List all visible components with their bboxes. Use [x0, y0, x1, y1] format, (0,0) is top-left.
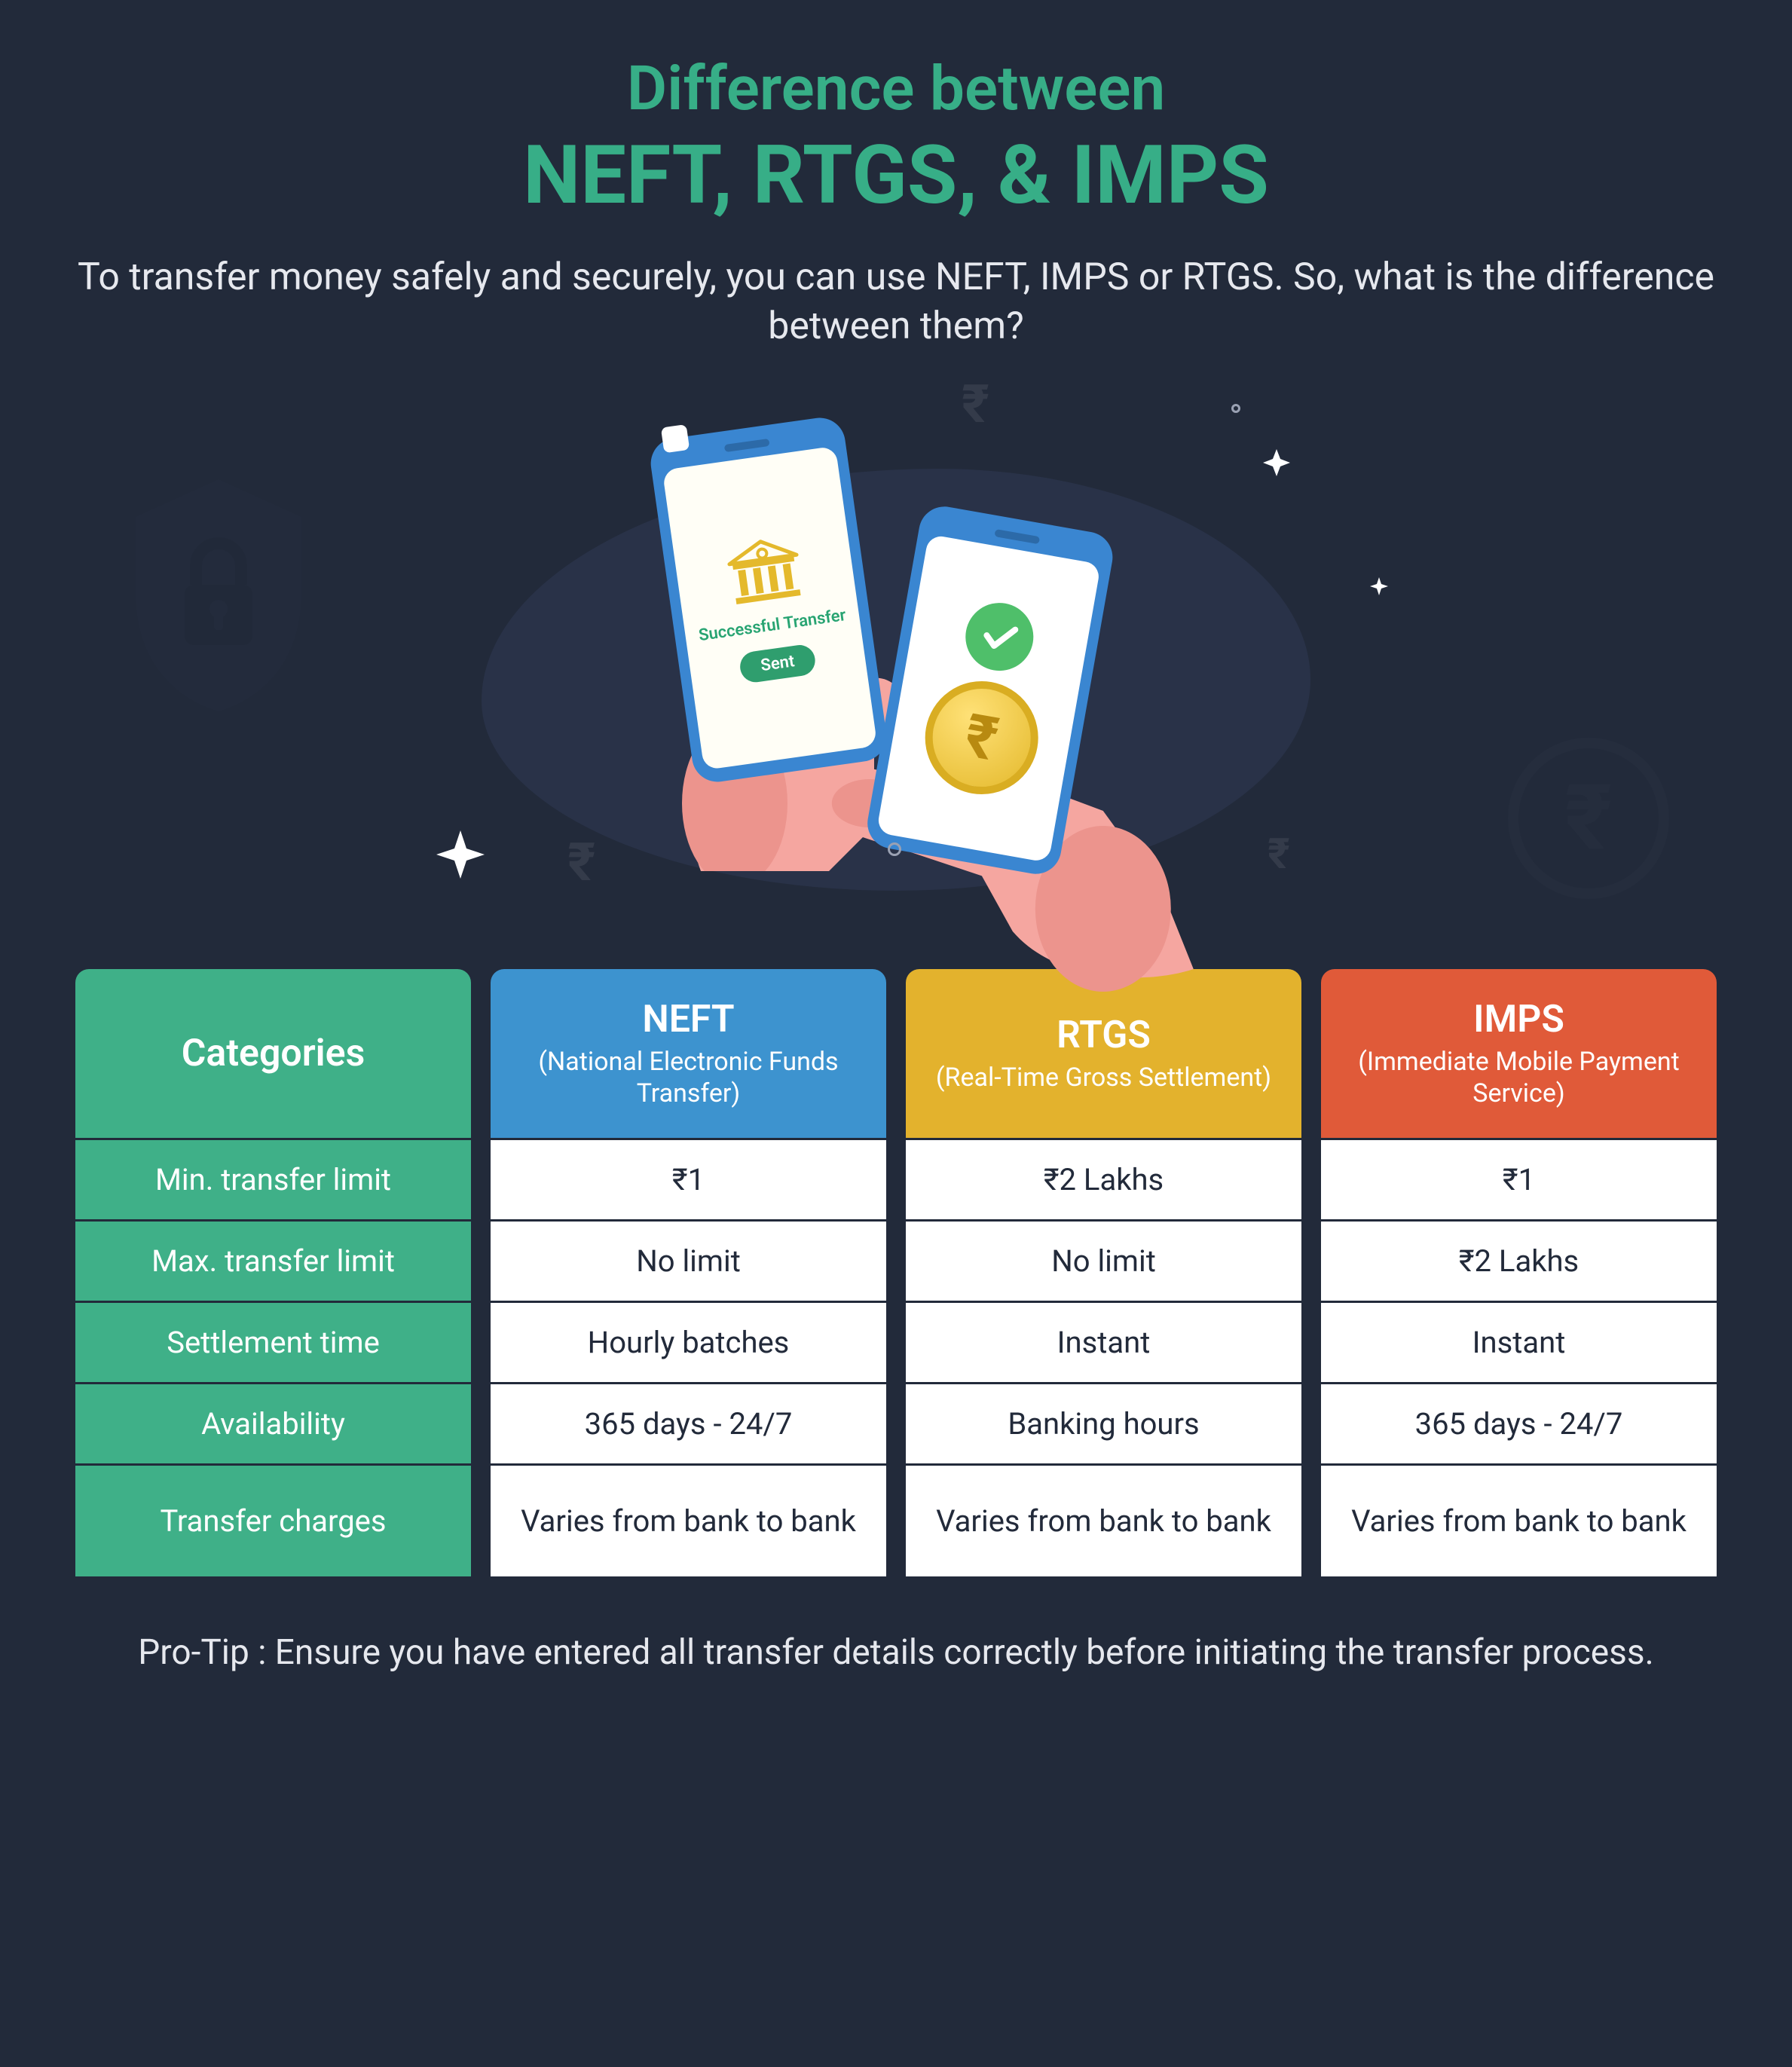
header-title: RTGS [1057, 1014, 1151, 1057]
cell-value: 365 days - 24/7 [1321, 1382, 1717, 1463]
lock-icon [121, 472, 317, 713]
header-title: NEFT [642, 998, 734, 1041]
cell-value: ₹1 [491, 1138, 886, 1219]
header-sub: (National Electronic Funds Transfer) [504, 1046, 873, 1110]
cell-value: No limit [491, 1219, 886, 1301]
column-neft: NEFT (National Electronic Funds Transfer… [491, 969, 886, 1576]
cell-value: ₹1 [1321, 1138, 1717, 1219]
header-title: Categories [182, 1032, 365, 1075]
decor-circle [1231, 404, 1240, 413]
cell-value: No limit [906, 1219, 1301, 1301]
column-header-imps: IMPS (Immediate Mobile Payment Service) [1321, 969, 1717, 1138]
row-label: Min. transfer limit [75, 1138, 471, 1219]
row-label: Availability [75, 1382, 471, 1463]
title-block: Difference between NEFT, RTGS, & IMPS [75, 53, 1717, 223]
subtitle-text: To transfer money safely and securely, y… [75, 253, 1717, 351]
row-label: Transfer charges [75, 1463, 471, 1576]
sparkle-icon [1263, 449, 1290, 476]
rupee-circle-icon: ₹ [1506, 735, 1671, 901]
sparkle-icon [436, 830, 485, 879]
cell-value: Instant [906, 1301, 1301, 1382]
column-categories: Categories Min. transfer limit Max. tran… [75, 969, 471, 1576]
row-label: Max. transfer limit [75, 1219, 471, 1301]
header-sub: (Real-Time Gross Settlement) [936, 1062, 1271, 1094]
column-rtgs: RTGS (Real-Time Gross Settlement) ₹2 Lak… [906, 969, 1301, 1576]
check-icon [960, 598, 1038, 676]
rupee-ghost-icon: ₹ [567, 832, 595, 894]
cell-value: Varies from bank to bank [1321, 1463, 1717, 1576]
cell-value: Hourly batches [491, 1301, 886, 1382]
comparison-table: Categories Min. transfer limit Max. tran… [75, 969, 1717, 1576]
pro-tip-text: Pro-Tip : Ensure you have entered all tr… [75, 1629, 1717, 1676]
title-line1: Difference between [75, 53, 1717, 125]
column-imps: IMPS (Immediate Mobile Payment Service) … [1321, 969, 1717, 1576]
hand-right: ₹ [892, 517, 1088, 864]
decor-circle [888, 842, 901, 856]
column-header-categories: Categories [75, 969, 471, 1138]
row-label: Settlement time [75, 1301, 471, 1382]
svg-text:₹: ₹ [1564, 766, 1612, 871]
title-line2: NEFT, RTGS, & IMPS [75, 128, 1717, 223]
header-title: IMPS [1473, 998, 1564, 1041]
rupee-ghost-icon: ₹ [1268, 829, 1289, 879]
sparkle-icon [1370, 577, 1388, 595]
header-sub: (Immediate Mobile Payment Service) [1335, 1046, 1703, 1110]
cell-value: Varies from bank to bank [491, 1463, 886, 1576]
cell-value: ₹2 Lakhs [906, 1138, 1301, 1219]
rupee-coin-icon: ₹ [916, 672, 1047, 803]
hero-illustration: ₹ ₹ ₹ ₹ Successful Transfer Sen [75, 381, 1717, 924]
cell-value: Varies from bank to bank [906, 1463, 1301, 1576]
cell-value: Banking hours [906, 1382, 1301, 1463]
rupee-ghost-icon: ₹ [962, 374, 989, 436]
phone-receiver-screen: ₹ [876, 534, 1101, 863]
cell-value: ₹2 Lakhs [1321, 1219, 1717, 1301]
cell-value: Instant [1321, 1301, 1717, 1382]
cell-value: 365 days - 24/7 [491, 1382, 886, 1463]
